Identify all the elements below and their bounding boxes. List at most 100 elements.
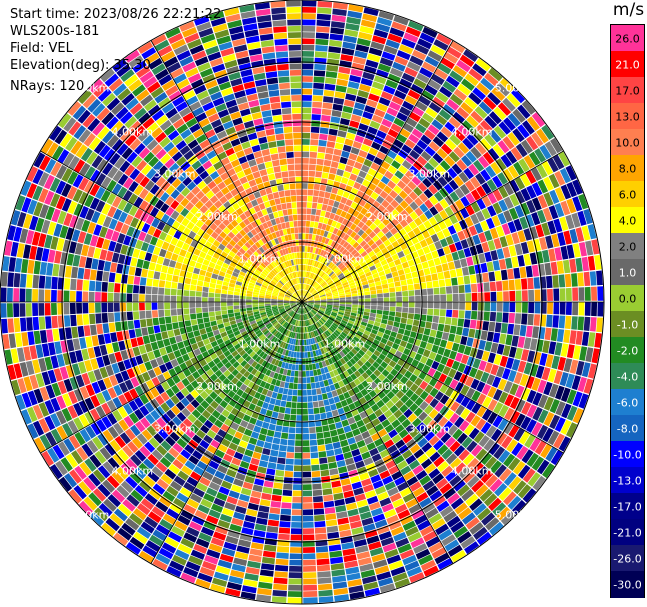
velocity-bin xyxy=(396,333,404,340)
velocity-bin xyxy=(573,345,581,360)
velocity-bin xyxy=(476,531,492,546)
velocity-bin xyxy=(471,402,482,414)
velocity-bin xyxy=(302,390,307,396)
velocity-bin xyxy=(129,536,145,550)
velocity-bin xyxy=(326,64,339,72)
velocity-bin xyxy=(27,406,38,422)
velocity-bin xyxy=(400,385,410,394)
velocity-bin xyxy=(296,246,300,252)
velocity-bin xyxy=(213,357,221,365)
velocity-bin xyxy=(291,515,302,522)
velocity-bin xyxy=(17,347,26,362)
velocity-bin xyxy=(321,373,328,381)
velocity-bin xyxy=(490,428,502,442)
velocity-bin xyxy=(363,311,370,316)
velocity-bin xyxy=(13,318,21,333)
velocity-bin xyxy=(287,164,295,171)
velocity-bin xyxy=(210,400,219,410)
velocity-bin xyxy=(96,236,105,249)
velocity-bin xyxy=(73,417,85,431)
velocity-bin xyxy=(168,531,182,543)
velocity-bin xyxy=(434,391,444,401)
velocity-bin xyxy=(308,414,315,421)
velocity-bin xyxy=(385,364,394,373)
velocity-bin xyxy=(466,440,478,453)
velocity-bin xyxy=(272,191,280,199)
velocity-bin xyxy=(361,430,371,440)
velocity-bin xyxy=(341,419,350,427)
velocity-bin xyxy=(183,368,192,377)
velocity-bin xyxy=(198,274,205,282)
velocity-bin xyxy=(358,307,364,312)
velocity-bin xyxy=(201,333,208,341)
velocity-bin xyxy=(368,468,379,478)
velocity-bin xyxy=(13,363,23,379)
velocity-bin xyxy=(278,307,285,311)
velocity-bin xyxy=(310,338,314,345)
velocity-bin xyxy=(508,346,517,358)
velocity-bin xyxy=(332,103,343,112)
velocity-bin xyxy=(408,302,415,308)
velocity-bin xyxy=(199,345,207,354)
velocity-bin xyxy=(496,506,511,521)
velocity-bin xyxy=(321,360,327,368)
velocity-bin xyxy=(273,321,279,327)
velocity-bin xyxy=(272,320,278,326)
velocity-bin xyxy=(202,471,214,481)
velocity-bin xyxy=(302,509,314,516)
velocity-bin xyxy=(560,419,572,435)
velocity-bin xyxy=(327,365,333,372)
velocity-bin xyxy=(330,349,336,356)
velocity-bin xyxy=(409,481,422,492)
velocity-bin xyxy=(303,534,315,541)
velocity-bin xyxy=(286,356,291,363)
velocity-bin xyxy=(307,389,312,396)
velocity-bin xyxy=(305,320,308,327)
velocity-bin xyxy=(324,312,331,316)
velocity-bin xyxy=(330,161,339,169)
velocity-bin xyxy=(355,545,369,554)
velocity-bin xyxy=(214,419,224,429)
velocity-bin xyxy=(158,428,169,440)
velocity-bin xyxy=(367,319,375,325)
velocity-bin xyxy=(315,343,320,350)
velocity-bin xyxy=(176,454,188,465)
velocity-bin xyxy=(290,534,302,541)
velocity-bin xyxy=(402,335,410,342)
velocity-bin xyxy=(505,357,515,369)
velocity-bin xyxy=(302,396,308,402)
velocity-bin xyxy=(107,302,114,313)
velocity-bin xyxy=(239,327,246,334)
velocity-bin xyxy=(335,346,342,353)
velocity-bin xyxy=(287,389,293,396)
velocity-bin xyxy=(514,313,522,324)
velocity-bin xyxy=(409,383,419,393)
velocity-bin xyxy=(306,305,312,310)
velocity-bin xyxy=(120,312,127,321)
velocity-bin xyxy=(88,302,95,314)
velocity-bin xyxy=(335,337,342,344)
velocity-bin xyxy=(317,349,323,356)
velocity-bin xyxy=(167,352,176,361)
velocity-bin xyxy=(308,325,312,332)
velocity-bin xyxy=(253,327,260,333)
velocity-bin xyxy=(269,327,276,333)
velocity-bin xyxy=(280,165,288,172)
velocity-bin xyxy=(314,215,320,222)
velocity-bin xyxy=(293,465,302,472)
velocity-bin xyxy=(171,343,179,352)
velocity-bin xyxy=(292,395,298,402)
velocity-bin xyxy=(352,325,359,330)
velocity-bin xyxy=(450,520,465,533)
velocity-bin xyxy=(378,531,392,541)
velocity-bin xyxy=(254,363,261,371)
velocity-bin xyxy=(302,415,309,421)
velocity-bin xyxy=(355,391,364,400)
velocity-bin xyxy=(244,573,259,581)
velocity-bin xyxy=(257,511,269,519)
velocity-bin xyxy=(297,307,300,314)
velocity-bin xyxy=(397,481,409,492)
velocity-bin xyxy=(73,485,87,500)
velocity-bin xyxy=(330,27,345,35)
velocity-bin xyxy=(107,282,115,293)
